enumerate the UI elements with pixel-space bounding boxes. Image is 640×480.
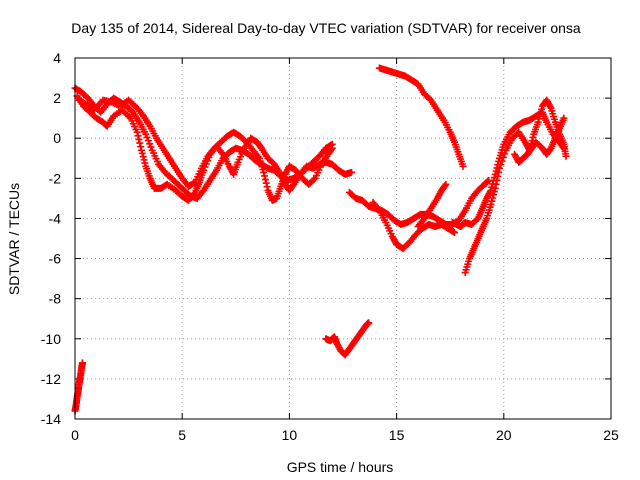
data-point — [494, 172, 502, 180]
data-point — [263, 183, 271, 191]
data-point — [261, 172, 269, 180]
x-tick-label: 15 — [389, 427, 405, 443]
data-point — [489, 194, 497, 202]
data-point — [495, 168, 503, 176]
data-point — [562, 152, 570, 160]
y-tick-label: -2 — [49, 170, 62, 186]
y-tick-label: -12 — [41, 371, 61, 387]
series-onsa-trace-3 — [75, 96, 336, 204]
series-onsa-trace-11 — [322, 319, 373, 359]
data-point — [498, 157, 506, 165]
x-tick-label: 25 — [603, 427, 619, 443]
data-point — [490, 188, 498, 196]
data-point — [136, 139, 144, 147]
y-tick-label: -6 — [49, 251, 62, 267]
y-tick-label: 0 — [53, 130, 61, 146]
data-point — [492, 180, 500, 188]
data-point — [487, 200, 495, 208]
series-onsa-trace-10 — [375, 64, 467, 170]
x-tick-label: 0 — [71, 427, 79, 443]
series-onsa-trace-5 — [369, 198, 458, 253]
y-tick-label: 2 — [53, 90, 61, 106]
data-point — [144, 137, 152, 145]
x-tick-label: 10 — [282, 427, 298, 443]
x-axis-label: GPS time / hours — [287, 459, 394, 475]
y-tick-label: -8 — [49, 291, 62, 307]
data-point — [141, 159, 149, 167]
data-point — [487, 186, 495, 194]
y-axis-label: SDTVAR / TECUs — [6, 183, 22, 295]
data-point — [560, 114, 568, 122]
x-tick-label: 20 — [496, 427, 512, 443]
y-tick-label: -4 — [49, 210, 62, 226]
series-onsa-trace-6 — [414, 180, 450, 230]
data-point — [538, 105, 546, 113]
data-point — [348, 168, 356, 176]
data-point — [143, 133, 151, 141]
y-tick-label: 4 — [53, 50, 61, 66]
data-point — [496, 164, 504, 172]
y-tick-label: -10 — [41, 331, 61, 347]
data-point — [147, 143, 155, 151]
data-point — [490, 191, 498, 199]
data-point — [190, 179, 198, 187]
data-point — [441, 182, 449, 190]
data-point — [488, 183, 496, 191]
data-point — [142, 130, 150, 138]
data-point — [137, 143, 145, 151]
grid-lines — [75, 58, 611, 419]
data-point — [459, 162, 467, 170]
data-point — [535, 115, 543, 123]
data-point — [140, 156, 148, 164]
data-point — [138, 149, 146, 157]
data-point — [536, 112, 544, 120]
data-point — [327, 145, 335, 153]
data-point — [449, 228, 457, 236]
x-tick-label: 5 — [178, 427, 186, 443]
data-point — [262, 179, 270, 187]
data-point — [501, 150, 509, 158]
data-point — [442, 180, 450, 188]
data-point — [365, 319, 373, 327]
data-marks — [71, 64, 570, 415]
data-point — [534, 118, 542, 126]
data-point — [450, 228, 458, 236]
data-point — [135, 135, 143, 143]
data-point — [537, 109, 545, 117]
tick-labels: 0 5 10 15 20 25 -14 -12 -10 -8 -6 -4 -2 0 2 4 — [41, 50, 619, 443]
data-point — [310, 176, 318, 184]
data-point — [493, 176, 501, 184]
plot-border — [74, 57, 612, 420]
series-onsa-trace-9 — [511, 114, 568, 166]
data-point — [146, 140, 154, 148]
data-point — [488, 197, 496, 205]
data-point — [79, 359, 87, 367]
data-point — [134, 132, 142, 140]
data-point — [497, 161, 505, 169]
data-point — [529, 133, 537, 141]
chart-title: Day 135 of 2014, Sidereal Day-to-day VTE… — [71, 20, 581, 36]
data-point — [261, 176, 269, 184]
data-point — [328, 144, 336, 152]
data-point — [260, 168, 268, 176]
data-point — [139, 153, 147, 161]
data-point — [491, 184, 499, 192]
data-point — [133, 128, 141, 136]
y-tick-label: -14 — [41, 411, 61, 427]
data-point — [499, 153, 507, 161]
data-point — [137, 146, 145, 154]
